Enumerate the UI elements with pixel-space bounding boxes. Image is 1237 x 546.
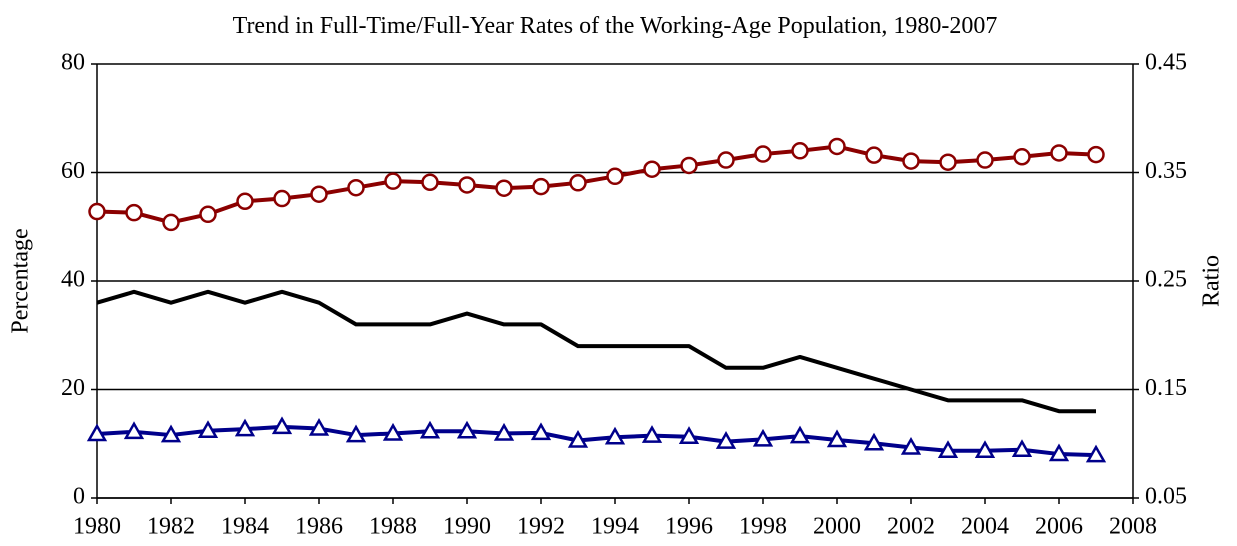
point	[273, 189, 291, 208]
point	[900, 437, 922, 455]
y2-axis-label: Ratio	[1199, 255, 1225, 307]
point	[123, 421, 145, 440]
point	[384, 172, 402, 190]
x-tick-label: 2000	[813, 514, 861, 540]
point	[863, 432, 885, 451]
x-tick-label: 1990	[443, 514, 491, 540]
point	[1050, 144, 1068, 162]
point	[1048, 443, 1070, 462]
series-line	[96, 144, 1097, 225]
x-tick-label: 1996	[665, 514, 713, 540]
y-axis-label: Percentage	[8, 228, 34, 333]
x-tick-label: 1982	[147, 514, 195, 540]
point	[234, 418, 256, 437]
point	[606, 167, 624, 186]
point	[162, 213, 180, 232]
x-tick-label: 1980	[73, 514, 121, 540]
point	[382, 422, 404, 441]
x-tick-label: 2004	[961, 514, 1009, 540]
point	[88, 202, 106, 221]
point	[310, 185, 328, 203]
point	[680, 156, 698, 175]
point	[199, 205, 217, 224]
point	[236, 192, 254, 211]
point	[717, 151, 735, 169]
point	[1085, 444, 1107, 463]
point	[789, 425, 811, 444]
x-tick-label: 1998	[739, 514, 787, 540]
y-tick-label: 40	[61, 267, 85, 293]
point	[197, 420, 219, 438]
point	[458, 176, 476, 194]
point	[678, 426, 700, 444]
point	[865, 146, 883, 164]
point	[345, 424, 367, 443]
point	[532, 177, 550, 196]
point	[125, 203, 143, 222]
point	[456, 420, 478, 439]
point	[791, 142, 809, 160]
point	[567, 429, 589, 448]
point	[604, 426, 626, 445]
y-tick-label: 80	[61, 50, 85, 76]
x-tick-label: 1992	[517, 514, 565, 540]
point	[160, 424, 182, 443]
y-tick-label: 0	[73, 484, 85, 510]
point	[493, 422, 515, 441]
point	[86, 423, 108, 442]
x-tick-label: 1994	[591, 514, 639, 540]
y2-tick-label: 0.35	[1145, 158, 1187, 184]
point	[308, 418, 330, 436]
series-line	[96, 424, 1097, 458]
point	[754, 145, 772, 163]
point	[421, 173, 439, 192]
point	[752, 428, 774, 447]
y-tick-label: 60	[61, 158, 85, 184]
point	[271, 416, 293, 435]
x-tick-label: 1988	[369, 514, 417, 540]
point	[976, 151, 994, 169]
point	[347, 178, 365, 197]
point	[828, 137, 846, 156]
point	[1013, 148, 1031, 166]
point	[495, 179, 513, 197]
point	[569, 174, 587, 192]
y2-tick-label: 0.05	[1145, 484, 1187, 510]
x-tick-label: 2006	[1035, 514, 1083, 540]
chart-title: Trend in Full-Time/Full-Year Rates of th…	[232, 13, 998, 39]
point	[530, 422, 552, 441]
point	[715, 431, 737, 449]
point	[641, 425, 663, 443]
point	[902, 152, 920, 170]
x-tick-label: 2008	[1109, 514, 1157, 540]
x-tick-label: 1986	[295, 514, 343, 540]
point	[643, 160, 661, 178]
point	[419, 420, 441, 439]
point	[1011, 439, 1033, 457]
x-tick-label: 1984	[221, 514, 269, 540]
point	[937, 440, 959, 459]
y-tick-label: 20	[61, 375, 85, 401]
y2-tick-label: 0.15	[1145, 375, 1187, 401]
point	[826, 429, 848, 448]
series-line	[96, 289, 1096, 414]
y2-tick-label: 0.25	[1145, 267, 1187, 293]
y2-tick-label: 0.45	[1145, 50, 1187, 76]
point	[1087, 145, 1105, 164]
x-tick-label: 2002	[887, 514, 935, 540]
point	[939, 153, 957, 171]
point	[974, 440, 996, 459]
